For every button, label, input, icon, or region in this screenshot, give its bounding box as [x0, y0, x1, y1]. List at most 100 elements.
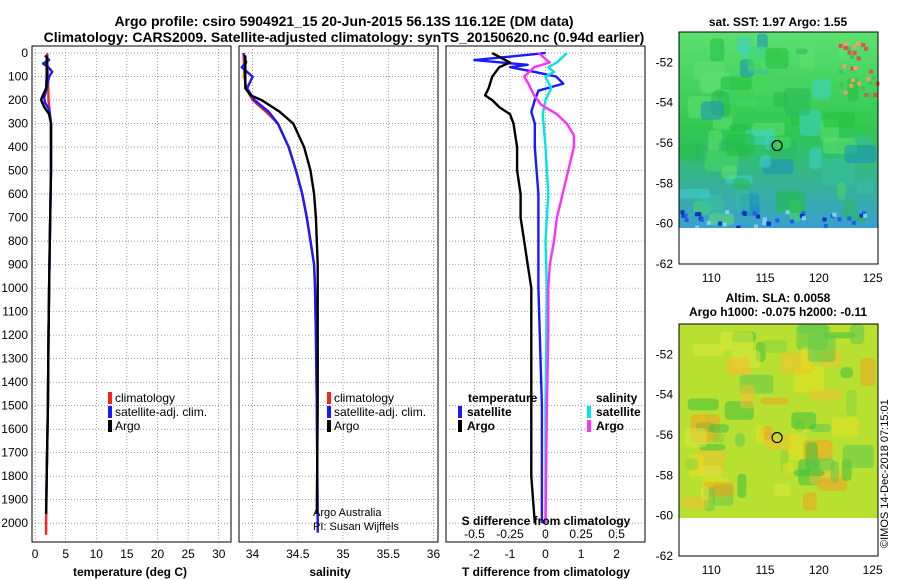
- map-texture-patch: [809, 147, 822, 169]
- sst-map-frame: [678, 31, 879, 265]
- map-texture-patch: [782, 462, 794, 473]
- map-texture-patch: [762, 221, 767, 226]
- map-texture-patch: [757, 33, 768, 50]
- series-line-satellite-adj-clim-: [240, 52, 319, 533]
- map-texture-patch: [722, 222, 727, 227]
- legend-heading-salinity: salinity: [596, 391, 638, 405]
- map-texture-patch: [721, 165, 737, 180]
- map-texture-patch: [690, 143, 707, 163]
- map-texture-patch: [775, 190, 806, 213]
- salinity-xlabel: salinity: [309, 565, 351, 579]
- map-x-tick-label: 120: [809, 271, 829, 285]
- legend-label-s-argo: Argo: [596, 419, 624, 433]
- map-texture-patch: [692, 344, 725, 356]
- x-tick-label: 15: [120, 547, 134, 561]
- x-tick-label: 34: [246, 547, 260, 561]
- map-texture-patch: [803, 492, 817, 511]
- x-tick-label: 1: [578, 547, 585, 561]
- x-tick-label: 35: [336, 547, 350, 561]
- map-texture-patch: [853, 66, 858, 71]
- map-texture-patch: [790, 219, 795, 224]
- legend-swatch-t-argo: [458, 420, 462, 432]
- x2-tick-label: -0.25: [496, 527, 524, 541]
- map-texture-patch: [867, 94, 872, 99]
- map-texture-patch: [712, 433, 725, 444]
- map-texture-patch: [720, 76, 752, 91]
- sst-map-title: sat. SST: 1.97 Argo: 1.55: [709, 15, 848, 29]
- map-texture-patch: [849, 83, 854, 88]
- map-texture-patch: [736, 99, 759, 107]
- credit-argo-australia: Argo Australia: [313, 507, 382, 519]
- map-texture-patch: [694, 212, 699, 217]
- series-line-t-argo: [483, 52, 536, 524]
- map-texture-patch: [693, 61, 725, 80]
- depth-tick-label: 400: [8, 140, 28, 154]
- imos-watermark: ©IMOS 14-Dec-2018 07:15:01: [879, 399, 891, 548]
- map-y-tick-label: -52: [656, 55, 674, 69]
- map-texture-patch: [823, 223, 828, 228]
- map-x-tick-label: 125: [863, 271, 883, 285]
- difference-salinity-legend: salinity satellite Argo: [587, 391, 641, 433]
- map-texture-patch: [683, 213, 688, 218]
- legend-label-argo: Argo: [334, 419, 360, 433]
- map-texture-patch: [799, 214, 804, 218]
- map-texture-patch: [788, 434, 807, 461]
- map-texture-patch: [790, 112, 799, 127]
- salinity-panel-frame: [238, 45, 439, 543]
- map-texture-patch: [859, 213, 864, 218]
- map-texture-patch: [750, 204, 761, 214]
- map-texture-patch: [753, 79, 784, 96]
- map-texture-patch: [838, 43, 843, 48]
- map-y-tick-label: -60: [656, 509, 674, 523]
- sla-map-frame: [678, 323, 879, 557]
- map-texture-patch: [801, 216, 806, 221]
- map-texture-patch: [773, 91, 788, 107]
- map-y-tick-label: -62: [656, 549, 674, 563]
- map-texture-patch: [856, 56, 861, 61]
- map-texture-patch: [821, 158, 855, 186]
- map-texture-patch: [864, 93, 869, 97]
- figure-title-line1: Argo profile: csiro 5904921_15 20-Jun-20…: [114, 13, 573, 29]
- map-texture-patch: [832, 212, 837, 217]
- map-texture-patch: [864, 46, 869, 51]
- map-x-tick-label: 115: [755, 563, 774, 577]
- map-texture-patch: [809, 389, 842, 401]
- legend-label-s-satellite: satellite: [596, 405, 641, 419]
- map-texture-patch: [742, 211, 747, 216]
- map-y-tick-label: -52: [656, 347, 674, 361]
- x-tick-label: 30: [212, 547, 226, 561]
- map-texture-patch: [807, 334, 836, 362]
- legend-swatch-s-argo: [587, 420, 591, 432]
- map-x-tick-label: 125: [863, 563, 883, 577]
- map-texture-patch: [721, 102, 732, 118]
- sla-map-title: Altim. SLA: 0.0058: [726, 291, 831, 305]
- map-texture-patch: [720, 332, 754, 351]
- map-x-tick-label: 115: [755, 271, 774, 285]
- difference-temperature-legend: temperature satellite Argo: [458, 391, 538, 433]
- map-texture-patch: [857, 81, 862, 86]
- map-texture-patch: [791, 412, 817, 430]
- map-texture-patch: [856, 180, 874, 195]
- x2-tick-label: 0.25: [569, 527, 593, 541]
- series-line-t-satellite: [473, 51, 565, 524]
- map-texture-patch: [752, 211, 757, 216]
- map-texture-patch: [740, 384, 755, 409]
- depth-tick-label: 1300: [1, 352, 28, 366]
- map-texture-patch: [847, 50, 852, 55]
- temperature-panel-frame: [31, 45, 232, 543]
- map-texture-patch: [839, 69, 844, 74]
- map-texture-patch: [732, 178, 750, 190]
- map-x-tick-label: 110: [702, 563, 721, 577]
- legend-swatch-t-satellite: [458, 406, 462, 418]
- x-tick-label: 0: [32, 547, 39, 561]
- sla-map-land-mask: [679, 518, 878, 556]
- map-texture-patch: [708, 200, 726, 214]
- map-texture-patch: [774, 137, 791, 149]
- map-texture-patch: [755, 424, 765, 444]
- map-texture-patch: [844, 41, 849, 46]
- series-line-climatology: [242, 53, 319, 533]
- map-texture-patch: [837, 182, 846, 201]
- x-tick-label: 20: [151, 547, 165, 561]
- map-texture-patch: [735, 433, 745, 447]
- sla-map: [678, 323, 879, 557]
